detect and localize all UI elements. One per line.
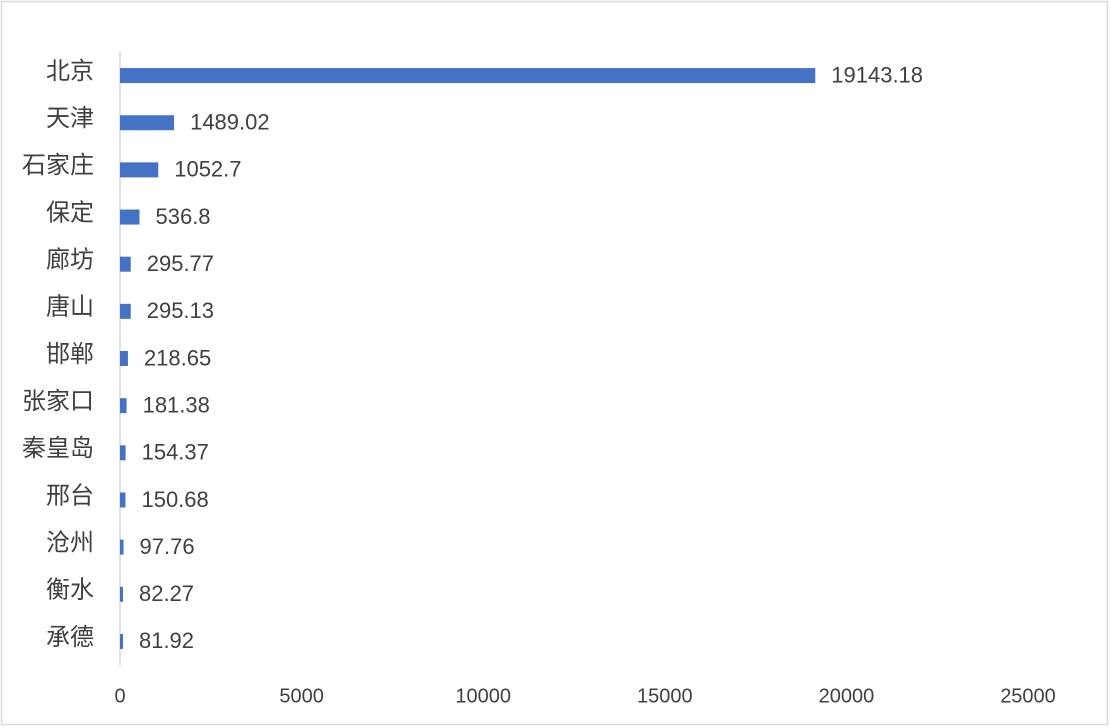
x-tick-label: 10000 (455, 685, 511, 707)
y-tick-label: 承德 (46, 624, 94, 651)
bar (120, 256, 131, 272)
x-tick-label: 20000 (819, 685, 875, 707)
bar (120, 68, 816, 84)
bar (120, 539, 124, 555)
value-label: 150.68 (141, 487, 208, 512)
bar (120, 351, 128, 366)
y-tick-label: 沧州 (46, 529, 94, 556)
value-label: 295.77 (147, 251, 214, 276)
y-tick-label: 张家口 (22, 388, 94, 415)
value-label: 154.37 (142, 440, 209, 465)
value-label: 295.13 (147, 298, 214, 323)
y-tick-label: 石家庄 (22, 152, 94, 179)
value-label: 536.8 (155, 204, 210, 229)
y-tick-label: 邢台 (46, 482, 94, 509)
bar (120, 209, 140, 225)
value-label: 82.27 (139, 581, 194, 606)
x-tick-label: 15000 (637, 685, 693, 707)
bar (120, 492, 126, 508)
value-label: 97.76 (140, 534, 195, 559)
y-tick-label: 秦皇岛 (22, 435, 94, 462)
bar (120, 445, 126, 461)
y-tick-label: 邯郸 (46, 341, 94, 368)
bar (120, 586, 123, 602)
y-tick-label: 唐山 (46, 294, 94, 321)
value-label: 19143.18 (831, 62, 923, 87)
value-label: 218.65 (144, 345, 211, 370)
bar (120, 303, 131, 319)
y-tick-label: 北京 (46, 58, 94, 85)
value-label: 1489.02 (190, 110, 270, 135)
bar (120, 633, 123, 649)
value-label: 181.38 (143, 392, 210, 417)
x-tick-label: 5000 (279, 685, 324, 707)
y-tick-label: 天津 (46, 105, 94, 132)
bar (120, 115, 175, 131)
y-tick-label: 廊坊 (46, 247, 94, 274)
y-tick-label: 衡水 (46, 577, 94, 604)
y-tick-label: 保定 (46, 199, 94, 226)
value-label: 81.92 (139, 628, 194, 653)
bar (120, 398, 127, 414)
x-tick-label: 0 (114, 685, 125, 707)
value-label: 1052.7 (174, 157, 241, 182)
x-tick-label: 25000 (1000, 685, 1056, 707)
bar (120, 162, 159, 178)
